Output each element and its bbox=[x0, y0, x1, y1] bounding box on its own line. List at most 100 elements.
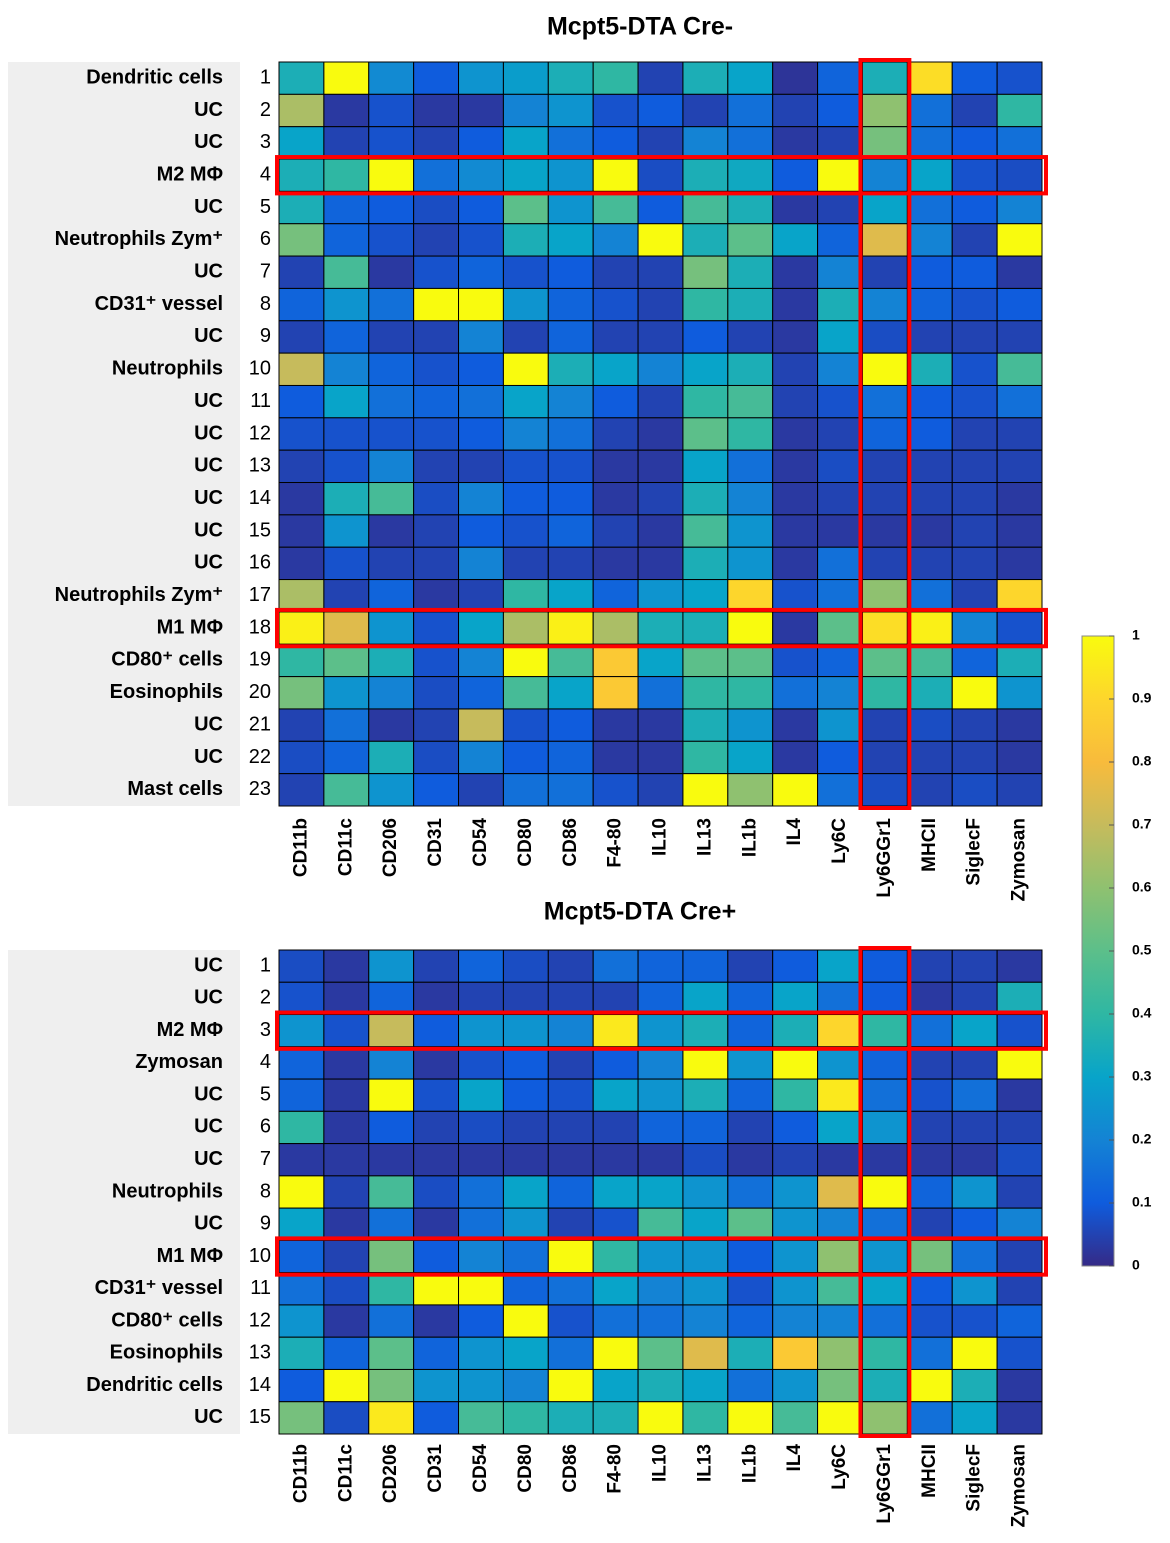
column-label: IL4 bbox=[784, 818, 805, 846]
heatmap-cell bbox=[996, 514, 1043, 548]
heatmap-cell bbox=[682, 1368, 729, 1403]
heatmap-cell bbox=[906, 255, 953, 289]
heatmap-cell bbox=[278, 1368, 325, 1403]
heatmap-cell bbox=[323, 287, 370, 322]
heatmap-cell bbox=[502, 546, 549, 581]
row-number: 14 bbox=[249, 1374, 271, 1396]
heatmap-cell bbox=[817, 1014, 863, 1048]
heatmap-cell bbox=[368, 61, 415, 95]
column-label: CD11b bbox=[290, 818, 311, 877]
heatmap-cell bbox=[951, 546, 998, 581]
heatmap-cell bbox=[861, 1368, 908, 1403]
heatmap-cell bbox=[951, 417, 998, 451]
heatmap-cell bbox=[906, 773, 953, 807]
heatmap-cell bbox=[951, 190, 998, 225]
column-label: IL1b bbox=[739, 1444, 760, 1483]
heatmap-cell bbox=[547, 611, 594, 645]
heatmap-cell bbox=[861, 1143, 908, 1177]
heatmap-cell bbox=[727, 643, 774, 678]
row-number: 9 bbox=[260, 325, 271, 347]
heatmap-cell bbox=[951, 384, 998, 419]
heatmap-cell bbox=[323, 1401, 370, 1435]
heatmap-cell bbox=[458, 93, 504, 128]
heatmap-cell bbox=[996, 352, 1043, 386]
heatmap-cell bbox=[368, 1110, 415, 1145]
row-number: 2 bbox=[260, 987, 271, 1009]
heatmap-cell bbox=[323, 1078, 370, 1112]
heatmap-cell bbox=[502, 255, 549, 289]
heatmap-cell bbox=[906, 514, 953, 548]
row-number: 17 bbox=[249, 584, 271, 606]
heatmap-cell bbox=[951, 1272, 998, 1306]
heatmap-cell bbox=[637, 320, 684, 354]
heatmap-cell bbox=[637, 579, 684, 613]
heatmap-cell bbox=[996, 223, 1043, 257]
heatmap-cell bbox=[413, 1304, 460, 1338]
heatmap-cell bbox=[727, 482, 774, 516]
heatmap-cell bbox=[682, 1401, 729, 1435]
heatmap-cell bbox=[727, 1272, 774, 1306]
heatmap-cell bbox=[278, 1143, 325, 1177]
heatmap-cell bbox=[772, 158, 819, 192]
heatmap-cell bbox=[458, 287, 504, 322]
heatmap-cell bbox=[906, 546, 953, 581]
heatmap-cell bbox=[682, 676, 729, 710]
heatmap-cell bbox=[996, 1175, 1043, 1209]
heatmap-cell bbox=[323, 949, 370, 983]
heatmap-cell bbox=[278, 1046, 325, 1080]
heatmap-cell bbox=[278, 93, 325, 128]
heatmap-cell bbox=[637, 1014, 684, 1048]
heatmap-cell bbox=[861, 1014, 908, 1048]
heatmap-cell bbox=[592, 93, 639, 128]
heatmap-cell bbox=[547, 482, 594, 516]
heatmap-cell bbox=[323, 352, 370, 386]
heatmap-cell bbox=[547, 546, 594, 581]
heatmap-cell bbox=[458, 1143, 504, 1177]
heatmap-cell bbox=[906, 1014, 953, 1048]
heatmap-cell bbox=[502, 1304, 549, 1338]
colorbar-tick-label: 0.4 bbox=[1132, 1005, 1152, 1021]
colorbar-tick-label: 0 bbox=[1132, 1257, 1140, 1273]
heatmap-cell bbox=[323, 611, 370, 645]
heatmap-cell bbox=[727, 514, 774, 548]
row-number: 3 bbox=[260, 1019, 271, 1041]
heatmap-cell bbox=[772, 1014, 819, 1048]
column-label: Ly6GGr1 bbox=[874, 818, 895, 898]
heatmap-cell bbox=[458, 190, 504, 225]
heatmap-cell bbox=[817, 352, 863, 386]
heatmap-cell bbox=[951, 1078, 998, 1112]
heatmap-cell bbox=[458, 449, 504, 484]
heatmap-cell bbox=[637, 1143, 684, 1177]
heatmap-cell bbox=[861, 417, 908, 451]
heatmap-cell bbox=[951, 611, 998, 645]
row-number: 7 bbox=[260, 1148, 271, 1170]
heatmap-cell bbox=[951, 449, 998, 484]
row-label: UC bbox=[194, 325, 223, 347]
heatmap-cell bbox=[996, 1078, 1043, 1112]
heatmap-cell bbox=[278, 1272, 325, 1306]
heatmap-cell bbox=[996, 643, 1043, 678]
heatmap-cell bbox=[682, 611, 729, 645]
row-label: UC bbox=[194, 1116, 223, 1138]
heatmap-cell bbox=[547, 255, 594, 289]
heatmap-cell bbox=[951, 320, 998, 354]
heatmap-cell bbox=[368, 287, 415, 322]
heatmap-cell bbox=[368, 158, 415, 192]
heatmap-cell bbox=[996, 1304, 1043, 1338]
heatmap-cell bbox=[278, 643, 325, 678]
heatmap-cell bbox=[637, 482, 684, 516]
heatmap-cell bbox=[906, 190, 953, 225]
heatmap-cell bbox=[637, 611, 684, 645]
row-number: 5 bbox=[260, 196, 271, 218]
heatmap-cell bbox=[458, 61, 504, 95]
heatmap-cell bbox=[323, 740, 370, 775]
heatmap-cell bbox=[727, 190, 774, 225]
heatmap-cell bbox=[547, 643, 594, 678]
column-label: CD31 bbox=[425, 818, 446, 867]
heatmap-cell bbox=[547, 676, 594, 710]
row-highlight bbox=[275, 155, 1048, 196]
heatmap-cell bbox=[547, 61, 594, 95]
row-label: UC bbox=[194, 1406, 223, 1428]
heatmap-cell bbox=[368, 773, 415, 807]
heatmap-cell bbox=[682, 287, 729, 322]
